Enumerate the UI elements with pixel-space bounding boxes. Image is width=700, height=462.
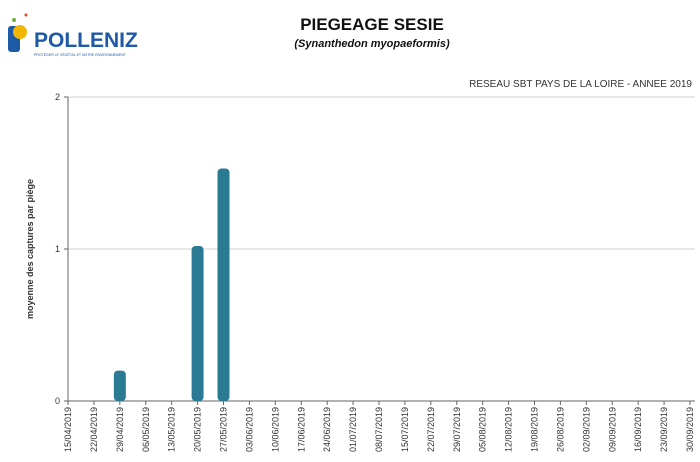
x-tick-label: 09/09/2019 bbox=[607, 407, 617, 452]
y-tick-label: 2 bbox=[55, 92, 60, 102]
x-tick-label: 05/08/2019 bbox=[478, 407, 488, 452]
logo-icon bbox=[12, 18, 16, 22]
bar bbox=[217, 168, 230, 401]
x-tick-label: 29/04/2019 bbox=[115, 407, 125, 452]
x-tick-label: 27/05/2019 bbox=[219, 407, 229, 452]
x-tick-label: 29/07/2019 bbox=[452, 407, 462, 452]
logo-tagline: PROTÉGER LE VÉGÉTAL ET NOTRE ENVIRONNEME… bbox=[34, 52, 127, 57]
logo: POLLENIZ PROTÉGER LE VÉGÉTAL ET NOTRE EN… bbox=[8, 13, 138, 57]
y-tick-label: 1 bbox=[55, 244, 60, 254]
x-tick-label: 15/04/2019 bbox=[63, 407, 73, 452]
bar bbox=[191, 245, 204, 401]
x-tick-label: 20/05/2019 bbox=[193, 407, 203, 452]
chart-title: PIEGEAGE SESIE bbox=[300, 15, 444, 34]
logo-icon bbox=[13, 25, 27, 39]
x-tick-label: 26/08/2019 bbox=[555, 407, 565, 452]
logo-icon bbox=[24, 13, 28, 17]
x-tick-label: 13/05/2019 bbox=[167, 407, 177, 452]
x-tick-label: 03/06/2019 bbox=[244, 407, 254, 452]
x-tick-label: 19/08/2019 bbox=[530, 407, 540, 452]
x-tick-label: 01/07/2019 bbox=[348, 407, 358, 452]
x-tick-label: 02/09/2019 bbox=[581, 407, 591, 452]
x-tick-label: 08/07/2019 bbox=[374, 407, 384, 452]
x-tick-label: 23/09/2019 bbox=[659, 407, 669, 452]
x-tick-label: 12/08/2019 bbox=[504, 407, 514, 452]
x-tick-label: 10/06/2019 bbox=[270, 407, 280, 452]
annotation: RESEAU SBT PAYS DE LA LOIRE - ANNEE 2019 bbox=[469, 79, 692, 90]
x-tick-label: 24/06/2019 bbox=[322, 407, 332, 452]
x-tick-label: 17/06/2019 bbox=[296, 407, 306, 452]
x-tick-label: 06/05/2019 bbox=[141, 407, 151, 452]
x-tick-label: 16/09/2019 bbox=[633, 407, 643, 452]
chart-subtitle: (Synanthedon myopaeformis) bbox=[294, 38, 450, 50]
x-tick-label: 22/07/2019 bbox=[426, 407, 436, 452]
logo-name: POLLENIZ bbox=[34, 29, 138, 52]
x-tick-label: 15/07/2019 bbox=[400, 407, 410, 452]
y-axis-label: moyenne des captures par piège bbox=[25, 179, 35, 319]
y-tick-label: 0 bbox=[55, 396, 60, 406]
x-tick-label: 30/09/2019 bbox=[685, 407, 695, 452]
bar bbox=[113, 370, 126, 401]
x-tick-label: 22/04/2019 bbox=[89, 407, 99, 452]
